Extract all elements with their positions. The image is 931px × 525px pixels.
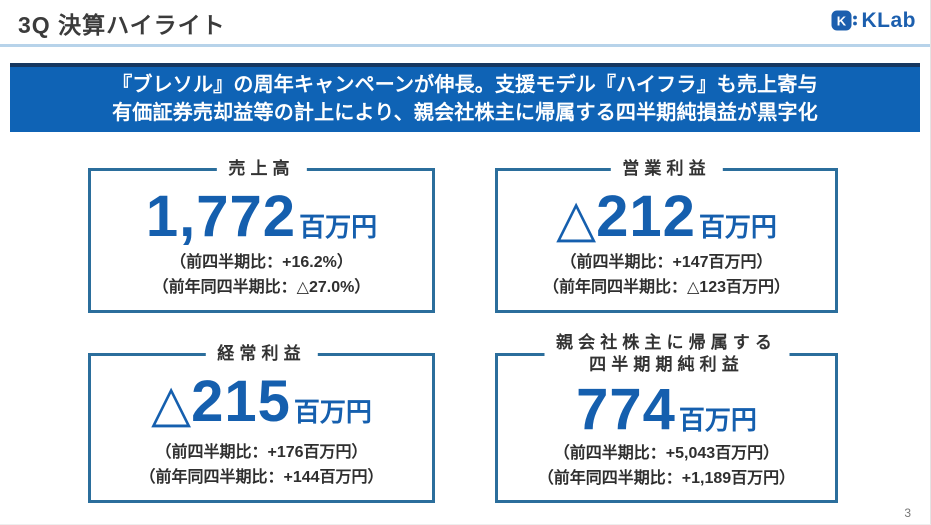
metric-card-net-sales: 売上高 1,772 百万円 （前四半期比：+16.2%） （前年同四半期比：△2… bbox=[88, 158, 435, 313]
metric-unit: 百万円 bbox=[678, 405, 757, 435]
metric-value: 774 百万円 bbox=[576, 377, 757, 442]
metric-title-operating-income: 営業利益 bbox=[610, 158, 723, 180]
note-qoq: （前四半期比：+16.2%） bbox=[170, 254, 353, 271]
metric-number: 212 bbox=[596, 184, 696, 249]
metric-unit: 百万円 bbox=[299, 212, 378, 242]
metric-title-line1: 親会社株主に帰属する bbox=[544, 332, 789, 354]
page-title: 3Q 決算ハイライト bbox=[18, 12, 226, 38]
svg-text:K: K bbox=[836, 14, 846, 29]
note-yoy: （前年同四半期比：+144百万円） bbox=[139, 469, 384, 486]
metric-card-ordinary-income: 経常利益 △ 215 百万円 （前四半期比：+176百万円） （前年同四半期比：… bbox=[88, 343, 435, 503]
highlight-banner: 『ブレソル』の周年キャンペーンが伸長。支援モデル『ハイフラ』も売上寄与 有価証券… bbox=[10, 63, 920, 132]
metric-value: △ 212 百万円 bbox=[556, 184, 777, 249]
metric-value: 1,772 百万円 bbox=[145, 184, 378, 249]
metric-notes: （前四半期比：+5,043百万円） （前年同四半期比：+1,189百万円） bbox=[538, 441, 795, 501]
banner-line-2: 有価証券売却益等の計上により、親会社株主に帰属する四半期純損益が黒字化 bbox=[112, 102, 818, 124]
metric-title-line1: 売上高 bbox=[216, 158, 307, 180]
company-logo: K KLab bbox=[831, 9, 917, 33]
metric-notes: （前四半期比：+147百万円） （前年同四半期比：△123百万円） bbox=[543, 250, 790, 310]
metric-title-net-sales: 売上高 bbox=[216, 158, 307, 180]
metric-title-line2: 四半期期純利益 bbox=[544, 354, 789, 376]
brand-name: KLab bbox=[861, 9, 916, 32]
page-number: 3 bbox=[904, 506, 911, 520]
metric-unit: 百万円 bbox=[698, 212, 777, 242]
metric-title-line1: 経常利益 bbox=[205, 343, 318, 365]
metric-notes: （前四半期比：+16.2%） （前年同四半期比：△27.0%） bbox=[153, 250, 371, 310]
metric-card-quarterly-net-income: 親会社株主に帰属する 四半期期純利益 774 百万円 （前四半期比：+5,043… bbox=[495, 332, 838, 503]
metric-number: 774 bbox=[576, 377, 676, 442]
note-qoq: （前四半期比：+5,043百万円） bbox=[553, 444, 780, 462]
metric-number: 1,772 bbox=[145, 184, 297, 249]
metric-number: 215 bbox=[191, 369, 291, 434]
header-divider bbox=[0, 44, 930, 47]
note-yoy: （前年同四半期比：+1,189百万円） bbox=[537, 469, 796, 487]
klab-logo-icon: K bbox=[831, 10, 857, 31]
metric-title-line1: 営業利益 bbox=[610, 158, 723, 180]
banner-line-1: 『ブレソル』の周年キャンペーンが伸長。支援モデル『ハイフラ』も売上寄与 bbox=[112, 74, 818, 96]
note-yoy: （前年同四半期比：△123百万円） bbox=[542, 279, 790, 296]
note-qoq: （前四半期比：+176百万円） bbox=[155, 444, 368, 461]
metrics-grid: 売上高 1,772 百万円 （前四半期比：+16.2%） （前年同四半期比：△2… bbox=[88, 158, 838, 503]
note-yoy: （前年同四半期比：△27.0%） bbox=[152, 279, 371, 296]
metric-card-operating-income: 営業利益 △ 212 百万円 （前四半期比：+147百万円） （前年同四半期比：… bbox=[495, 158, 838, 313]
metric-unit: 百万円 bbox=[293, 397, 372, 427]
note-qoq: （前四半期比：+147百万円） bbox=[560, 254, 773, 271]
metric-notes: （前四半期比：+176百万円） （前年同四半期比：+144百万円） bbox=[139, 440, 383, 500]
metric-value: △ 215 百万円 bbox=[151, 369, 372, 434]
metric-title-quarterly-net-income: 親会社株主に帰属する 四半期期純利益 bbox=[544, 332, 789, 376]
negative-triangle-mark: △ bbox=[151, 375, 192, 433]
metric-title-ordinary-income: 経常利益 bbox=[205, 343, 318, 365]
negative-triangle-mark: △ bbox=[556, 190, 597, 248]
